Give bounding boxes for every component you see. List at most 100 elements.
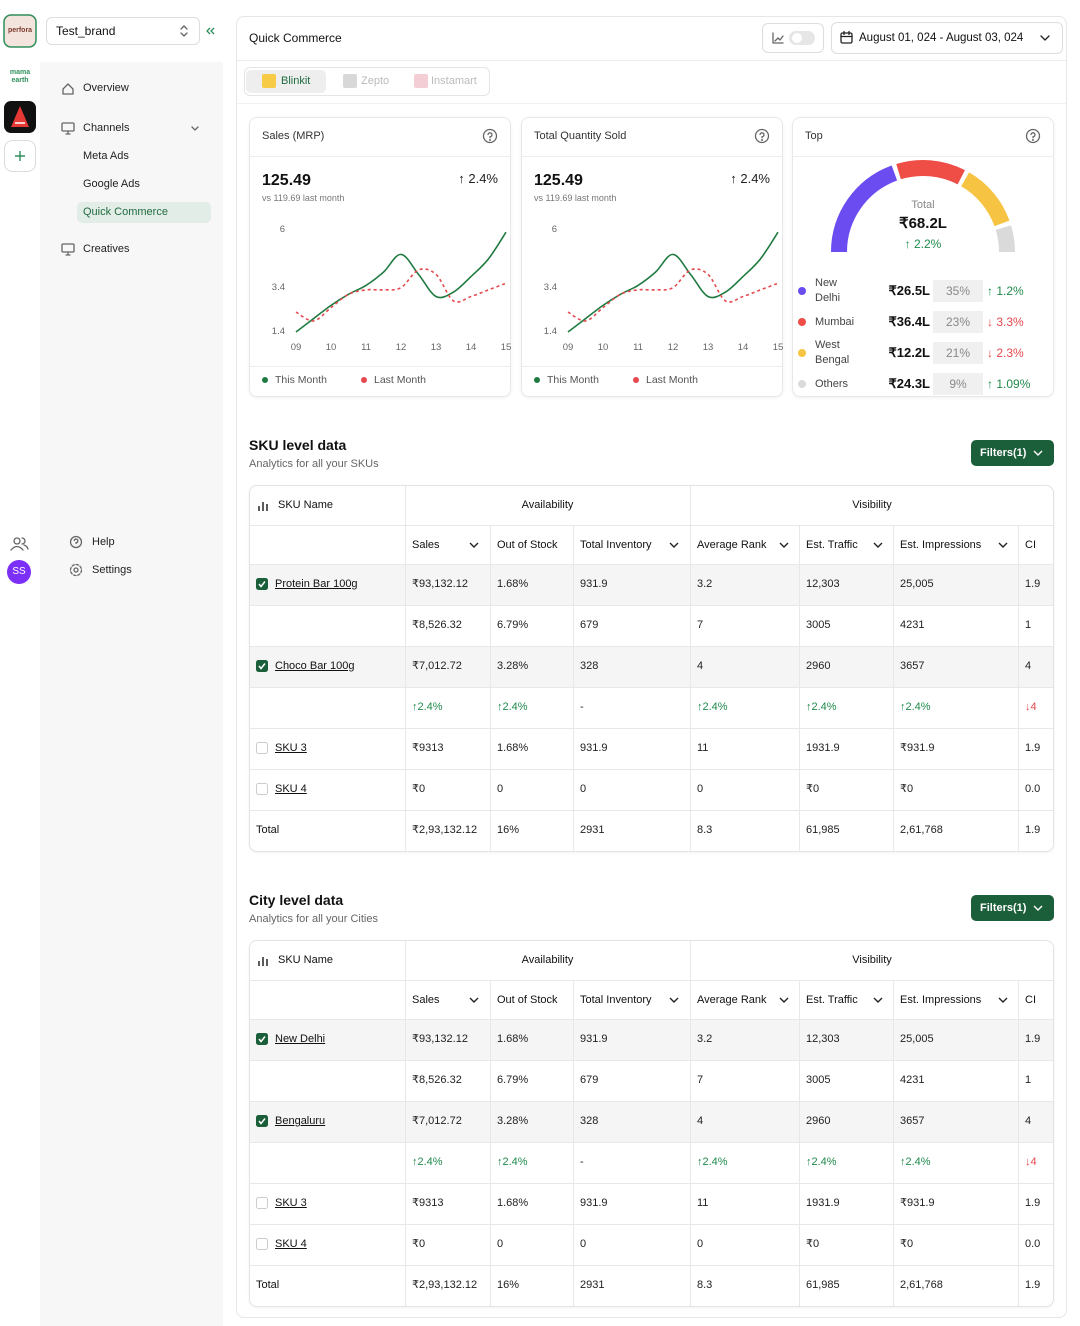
row-name[interactable]: SKU 3 <box>275 742 307 754</box>
brand-logo[interactable] <box>3 14 37 48</box>
column-header[interactable]: Sales <box>412 994 440 1006</box>
blinkit-icon <box>262 74 276 88</box>
brand-select[interactable] <box>46 17 200 45</box>
column-header[interactable]: Out of Stock <box>497 994 558 1006</box>
cell: ↑2.4% <box>697 1156 728 1168</box>
column-header[interactable]: Est. Traffic <box>806 539 858 551</box>
tab[interactable]: Blinkit <box>281 75 311 87</box>
cell: - <box>580 1156 584 1168</box>
cell: 0 <box>697 783 704 795</box>
column-header[interactable]: Sales <box>412 539 440 551</box>
column-header[interactable]: Total Inventory <box>580 994 652 1006</box>
city-share: 23% <box>945 315 971 329</box>
line-series <box>295 268 507 322</box>
section-title: SKU level data <box>249 437 347 453</box>
sort-icon <box>469 997 479 1003</box>
row-divider <box>250 687 1053 688</box>
column-header[interactable]: CI <box>1025 994 1036 1006</box>
row-name[interactable]: SKU 4 <box>275 1238 307 1250</box>
group-header: Visibility <box>852 499 892 511</box>
row-name: Total <box>256 1279 280 1291</box>
info-icon[interactable] <box>482 128 498 144</box>
col-divider <box>690 486 691 851</box>
x-tick-label: 10 <box>597 342 609 353</box>
filter-label: Filters(1) <box>980 447 1027 459</box>
checkbox[interactable] <box>256 1197 268 1209</box>
nav-item[interactable]: Creatives <box>83 243 130 255</box>
logo-text: perfora <box>7 27 33 34</box>
column-header[interactable]: CI <box>1025 539 1036 551</box>
chart-toggle[interactable] <box>762 23 824 53</box>
card-comparison: vs 119.69 last month <box>262 193 345 203</box>
cell: 1.9 <box>1025 1279 1041 1291</box>
x-tick-label: 10 <box>325 342 337 353</box>
x-tick-label: 13 <box>702 342 714 353</box>
collapse-icon[interactable] <box>206 27 215 35</box>
nav-item[interactable]: Quick Commerce <box>83 206 168 218</box>
gauge-segment <box>896 160 965 185</box>
checkbox[interactable] <box>256 783 268 795</box>
cell: 1.68% <box>497 1197 529 1209</box>
row-name[interactable]: SKU 4 <box>275 783 307 795</box>
chevron-icon <box>191 126 199 131</box>
cell: 8.3 <box>697 824 713 836</box>
checkbox[interactable] <box>256 1238 268 1250</box>
cell: ↑2.4% <box>412 1156 443 1168</box>
creatives-icon <box>61 243 75 256</box>
y-tick-label: 1.4 <box>271 326 285 337</box>
row-divider <box>250 1019 1053 1020</box>
row-name[interactable]: Choco Bar 100g <box>275 660 355 672</box>
column-header[interactable]: Est. Impressions <box>900 539 982 551</box>
x-tick-label: 11 <box>361 342 371 353</box>
column-header[interactable]: Est. Traffic <box>806 994 858 1006</box>
row-name[interactable]: Protein Bar 100g <box>275 578 358 590</box>
tab[interactable]: Zepto <box>361 75 390 87</box>
row-name[interactable]: SKU 3 <box>275 1197 307 1209</box>
checkbox[interactable] <box>256 742 268 754</box>
checkbox[interactable] <box>256 1115 268 1127</box>
col-divider <box>405 486 406 851</box>
column-header[interactable]: Out of Stock <box>497 539 558 551</box>
sort-icon <box>779 542 789 548</box>
cell: ₹7,012.72 <box>412 1115 462 1127</box>
row-name[interactable]: New Delhi <box>275 1033 326 1045</box>
cell: 2,61,768 <box>900 1279 943 1291</box>
cell: 1.9 <box>1025 742 1041 754</box>
y-tick-label: 3.4 <box>271 281 285 293</box>
nav-item[interactable]: Channels <box>83 122 130 134</box>
column-header[interactable]: Total Inventory <box>580 539 652 551</box>
nav-item[interactable]: Settings <box>92 564 132 576</box>
tab[interactable]: Instamart <box>431 75 477 87</box>
checkbox[interactable] <box>256 660 268 672</box>
dropdown-icon <box>1040 35 1050 41</box>
info-icon[interactable] <box>1025 128 1041 144</box>
y-tick-label: 6 <box>279 224 285 235</box>
cell: 1.68% <box>497 742 529 754</box>
column-header[interactable]: Average Rank <box>697 994 767 1006</box>
city-share: 21% <box>945 346 971 360</box>
nav-item[interactable]: Google Ads <box>83 178 140 190</box>
nav-item[interactable]: Meta Ads <box>83 150 129 162</box>
nav-item[interactable]: Help <box>92 536 115 548</box>
cell: 1931.9 <box>806 1197 840 1209</box>
row-name[interactable]: Bengaluru <box>275 1115 326 1127</box>
date-range: August 01, 024 - August 03, 024 <box>859 32 1024 44</box>
row-divider <box>250 1183 1053 1184</box>
x-tick-label: 12 <box>395 342 407 353</box>
legend-swatch <box>361 377 367 383</box>
column-header[interactable]: Est. Impressions <box>900 994 982 1006</box>
checkbox[interactable] <box>256 1033 268 1045</box>
table <box>249 485 1054 852</box>
cell: 1.9 <box>1025 824 1041 836</box>
info-icon[interactable] <box>754 128 770 144</box>
date-picker[interactable] <box>831 22 1063 54</box>
checkbox[interactable] <box>256 578 268 590</box>
nav-item[interactable]: Overview <box>83 82 129 94</box>
x-tick-label: 15 <box>772 342 784 353</box>
card-title: Top <box>805 130 823 142</box>
cell: 1.68% <box>497 578 529 590</box>
avatar-circle[interactable] <box>7 560 31 584</box>
column-header[interactable]: Average Rank <box>697 539 767 551</box>
col-divider <box>690 941 691 1306</box>
